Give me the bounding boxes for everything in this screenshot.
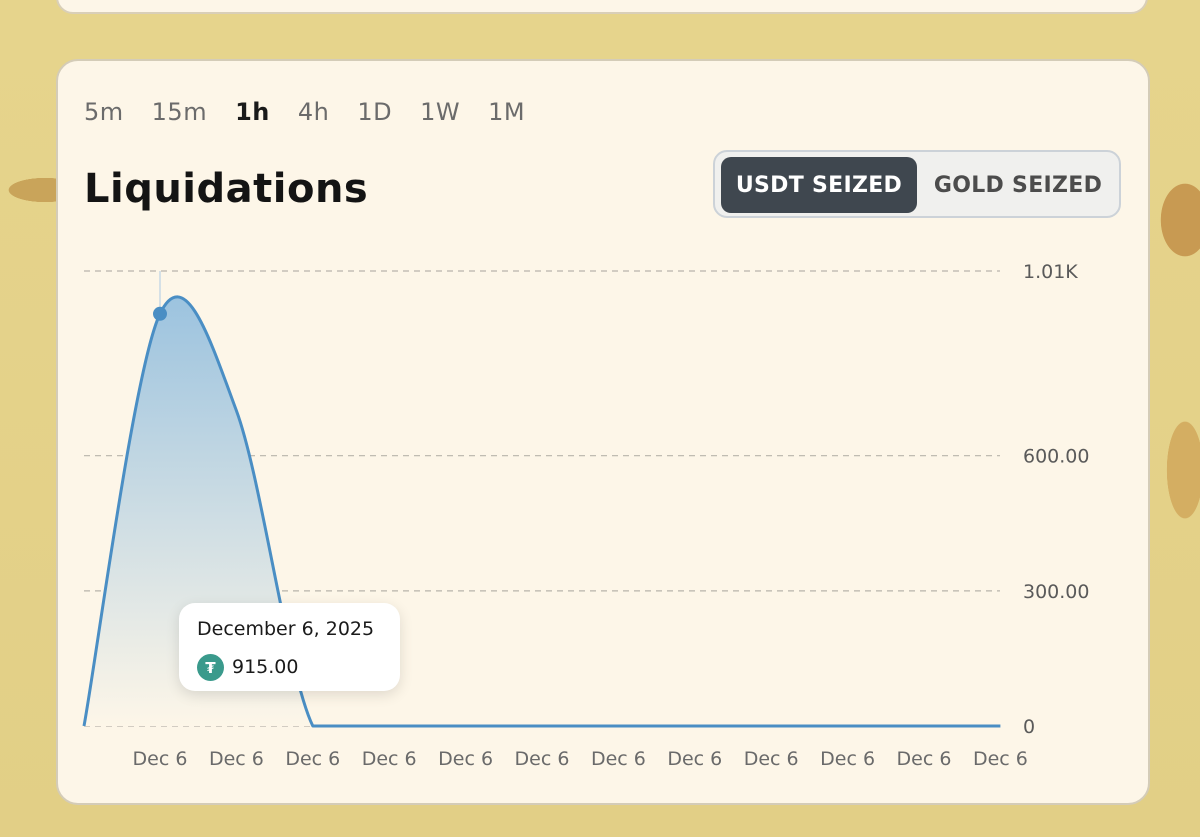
seized-toggle: USDT SEIZED GOLD SEIZED bbox=[713, 150, 1121, 218]
y-tick-label: 0 bbox=[1023, 716, 1035, 738]
series-line bbox=[82, 295, 1001, 728]
usdt-seized-button[interactable]: USDT SEIZED bbox=[721, 157, 917, 213]
tooltip-date: December 6, 2025 bbox=[197, 618, 375, 640]
timeframe-4h[interactable]: 4h bbox=[297, 98, 330, 126]
x-tick-label: Dec 6 bbox=[362, 748, 417, 770]
timeframe-15m[interactable]: 15m bbox=[151, 98, 208, 126]
y-tick-label: 1.01K bbox=[1023, 261, 1078, 283]
x-tick-label: Dec 6 bbox=[820, 748, 875, 770]
series-area bbox=[84, 296, 1001, 726]
x-tick-label: Dec 6 bbox=[744, 748, 799, 770]
x-tick-label: Dec 6 bbox=[209, 748, 264, 770]
chart-tooltip: December 6, 2025 ₮ 915.00 bbox=[179, 603, 400, 691]
x-tick-label: Dec 6 bbox=[591, 748, 646, 770]
x-tick-label: Dec 6 bbox=[133, 748, 188, 770]
x-tick-label: Dec 6 bbox=[438, 748, 493, 770]
timeframe-1w[interactable]: 1W bbox=[420, 98, 461, 126]
timeframe-1m[interactable]: 1M bbox=[488, 98, 526, 126]
x-tick-label: Dec 6 bbox=[515, 748, 570, 770]
x-tick-label: Dec 6 bbox=[973, 748, 1028, 770]
tooltip-value: 915.00 bbox=[232, 656, 299, 678]
timeframe-selector: 5m 15m 1h 4h 1D 1W 1M bbox=[84, 98, 553, 126]
x-tick-label: Dec 6 bbox=[897, 748, 952, 770]
gold-seized-button[interactable]: GOLD SEIZED bbox=[933, 172, 1103, 198]
highlighted-point bbox=[153, 306, 167, 321]
page-title: Liquidations bbox=[84, 166, 369, 212]
y-tick-label: 600.00 bbox=[1023, 446, 1089, 468]
y-tick-label: 300.00 bbox=[1023, 581, 1089, 603]
timeframe-5m[interactable]: 5m bbox=[84, 98, 124, 126]
tether-icon: ₮ bbox=[197, 654, 224, 681]
x-tick-label: Dec 6 bbox=[285, 748, 340, 770]
timeframe-1d[interactable]: 1D bbox=[357, 98, 393, 126]
timeframe-1h[interactable]: 1h bbox=[235, 98, 270, 126]
x-tick-label: Dec 6 bbox=[667, 748, 722, 770]
